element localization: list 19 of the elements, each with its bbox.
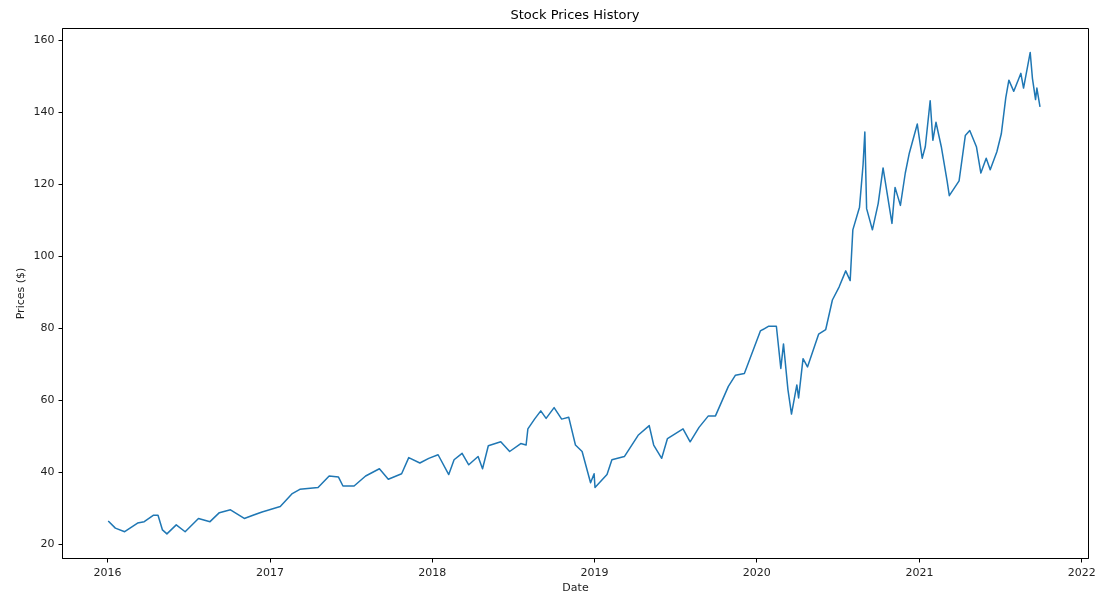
y-tick-label: 160 (33, 33, 55, 47)
x-tick-label: 2018 (418, 565, 447, 579)
x-tick-label: 2020 (742, 565, 771, 579)
x-tick-label: 2016 (93, 565, 122, 579)
y-tick-label: 60 (40, 393, 55, 407)
y-tick-label: 120 (33, 177, 55, 191)
x-tick-label: 2021 (905, 565, 934, 579)
line-series (107, 51, 1041, 535)
y-tick-label: 100 (33, 249, 55, 263)
y-tick-label: 40 (40, 465, 55, 479)
chart-title: Stock Prices History (510, 7, 640, 22)
y-axis-title: Prices ($) (13, 267, 27, 320)
x-axis-title: Date (562, 580, 589, 594)
y-tick-label: 20 (40, 537, 55, 551)
x-tick-label: 2017 (256, 565, 285, 579)
x-tick-label: 2019 (580, 565, 609, 579)
y-tick-label: 140 (33, 105, 55, 119)
y-tick-label: 80 (40, 321, 55, 335)
x-tick-label: 2022 (1067, 565, 1096, 579)
